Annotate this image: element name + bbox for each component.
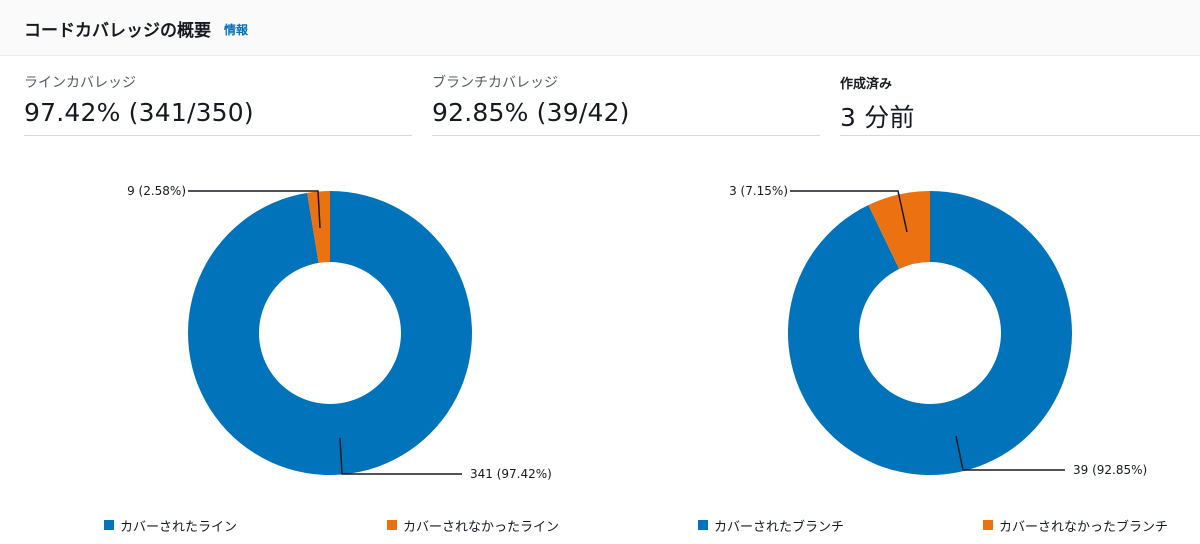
donut-slice-uncovered[interactable] (307, 191, 330, 263)
line-coverage-metric: ラインカバレッジ 97.42% (341/350) (24, 68, 412, 136)
legend-label-uncovered-branches: カバーされなかったブランチ (999, 519, 1169, 535)
branch-coverage-label: ブランチカバレッジ (432, 75, 558, 91)
legend-label-uncovered-lines: カバーされなかったライン (403, 519, 560, 535)
legend-swatch-covered-icon (698, 520, 708, 530)
line-coverage-value: 97.42% (341/350) (24, 98, 254, 127)
legend-swatch-covered-icon (104, 520, 114, 530)
legend-swatch-uncovered-icon (387, 520, 397, 530)
info-link[interactable]: 情報 (224, 23, 249, 37)
created-metric: 作成済み 3 分前 (840, 68, 1200, 136)
data-label: 9 (2.58%) (127, 184, 186, 198)
panel-title: コードカバレッジの概要 (24, 21, 211, 41)
created-label: 作成済み (840, 77, 893, 92)
legend-swatch-uncovered-icon (983, 520, 993, 530)
donut-slice-covered[interactable] (188, 191, 473, 475)
line-coverage-label: ラインカバレッジ (24, 75, 136, 91)
legend-label-covered-lines: カバーされたライン (120, 519, 238, 535)
data-label: 3 (7.15%) (729, 184, 788, 198)
data-label: 39 (92.85%) (1073, 463, 1147, 477)
created-value: 3 分前 (840, 103, 915, 132)
legend-label-covered-branches: カバーされたブランチ (714, 519, 845, 535)
callout-line (188, 190, 321, 229)
donut-slice-uncovered[interactable] (868, 191, 930, 270)
callout-line (790, 190, 908, 233)
branch-coverage-metric: ブランチカバレッジ 92.85% (39/42) (432, 68, 820, 136)
branch-coverage-value: 92.85% (39/42) (432, 98, 630, 127)
donut-slice-covered[interactable] (788, 191, 1072, 475)
callout-line (339, 437, 462, 475)
legend-item-covered-lines[interactable]: カバーされたライン (104, 516, 238, 535)
callout-line (955, 435, 1065, 471)
data-label: 341 (97.42%) (470, 467, 552, 481)
legend-item-uncovered-branches[interactable]: カバーされなかったブランチ (983, 516, 1169, 535)
panel-header: コードカバレッジの概要 情報 (0, 0, 1200, 56)
legend-item-uncovered-lines[interactable]: カバーされなかったライン (387, 516, 560, 535)
legend-item-covered-branches[interactable]: カバーされたブランチ (698, 516, 845, 535)
